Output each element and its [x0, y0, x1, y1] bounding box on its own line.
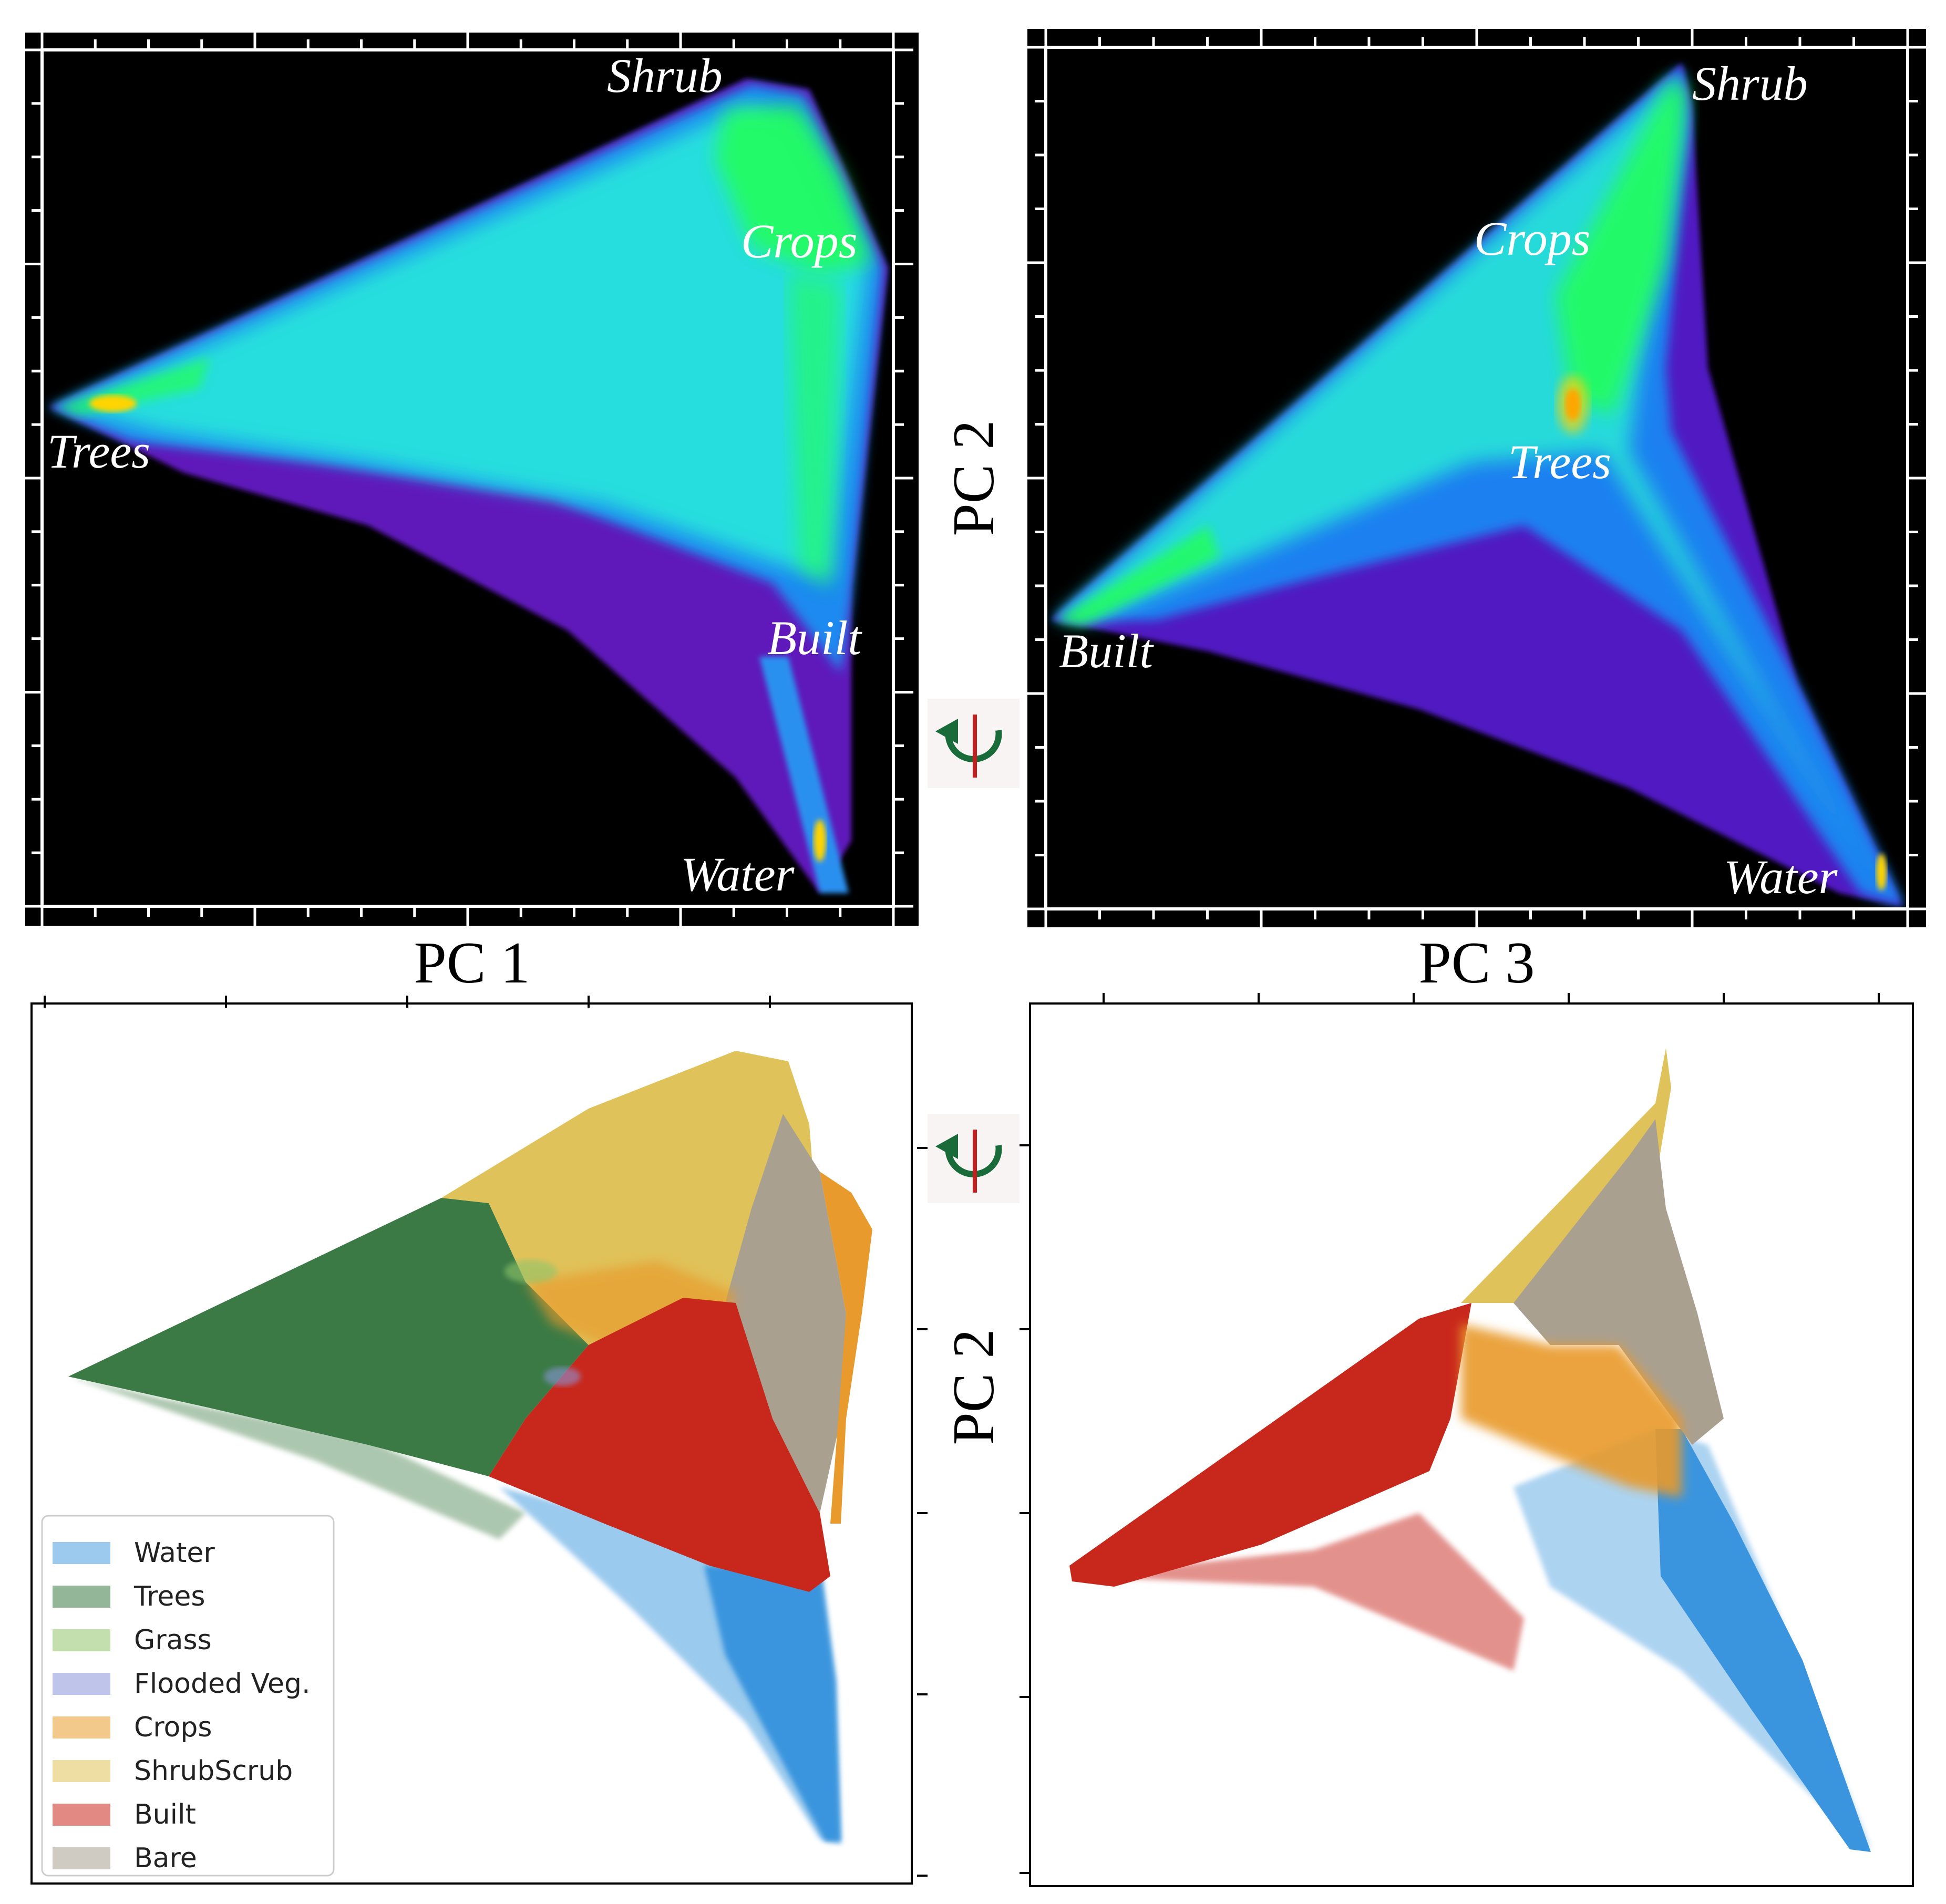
panel-a-density [47, 79, 888, 893]
panel-a-hotspot-trees [89, 395, 137, 412]
panel-c-trees [68, 1198, 589, 1476]
panel-c: Water Trees Grass Flooded Veg. Crops ShrubScr… [30, 995, 914, 1885]
legend-label: Grass [134, 1624, 212, 1656]
panel-c-legend: Water Trees Grass Flooded Veg. Crops ShrubScr… [41, 1515, 335, 1877]
panel-a-green-shrub [715, 105, 872, 273]
panel-c-crops-edge [820, 1172, 872, 1524]
panel-b-label-crops: Crops [1474, 212, 1591, 265]
panel-a-ticks [22, 30, 913, 926]
legend-label: Built [134, 1799, 196, 1830]
panel-d-axes [1029, 1002, 1914, 1887]
panel-a-label-built: Built [767, 611, 862, 665]
panel-d-ylabel: PC 2 [941, 1329, 1006, 1445]
legend-label: Bare [134, 1843, 197, 1874]
legend-swatch [53, 1629, 110, 1651]
panel-c-grass-patch [504, 1260, 557, 1283]
panel-c-top-ticks [44, 996, 771, 1008]
legend-swatch [53, 1542, 110, 1564]
panel-d-bare [1513, 1119, 1724, 1445]
panel-c-bare [725, 1114, 846, 1513]
legend-label: Trees [133, 1581, 205, 1612]
legend-swatch [53, 1804, 110, 1826]
panel-b-green-top [1556, 79, 1687, 415]
legend-label: Flooded Veg. [134, 1668, 311, 1700]
panel-a-label-crops: Crops [741, 214, 858, 268]
panel-a-label-trees: Trees [47, 425, 150, 478]
panel-c-water-dense [704, 1566, 841, 1841]
rotate-axis-icon-bottom [928, 1114, 1020, 1203]
panel-b-density [1051, 63, 1905, 906]
panel-a-label-shrub: Shrub [607, 49, 723, 102]
legend-swatch [53, 1716, 110, 1739]
legend-swatch [53, 1760, 110, 1782]
panel-b-green-built [1056, 525, 1219, 625]
panel-d-water [1655, 1429, 1871, 1852]
panel-d-left-ticks [917, 1144, 1030, 1877]
panel-b-label-shrub: Shrub [1692, 57, 1808, 110]
panel-d-built-spread [1077, 1513, 1524, 1671]
panel-a-cyan [68, 105, 867, 578]
panel-a-label-water: Water [681, 847, 795, 901]
legend-swatch [53, 1673, 110, 1695]
panel-b-hotspot-glow [1557, 376, 1589, 433]
legend-label: ShrubScrub [134, 1755, 293, 1787]
legend-label: Crops [134, 1712, 212, 1743]
panel-a-hotspot-water [814, 820, 826, 862]
rotate-axis-icon-top [928, 699, 1020, 788]
panel-a: Shrub Crops Trees Built Water PC 1 [22, 30, 919, 996]
legend-swatch [53, 1586, 110, 1608]
panel-b-blue [1051, 66, 1905, 906]
panel-a-water-arm [759, 657, 849, 893]
panel-b-xlabel: PC 3 [1419, 930, 1535, 996]
panel-a-green-arm [788, 273, 841, 588]
panel-c-axes [30, 1002, 913, 1885]
panel-d-top-ticks [1103, 993, 1880, 1003]
panel-b-hotspot-water [1876, 854, 1887, 891]
panel-c-trees-halo [68, 1377, 526, 1539]
panel-c-scatter [68, 1051, 872, 1844]
panel-b-label-water: Water [1724, 850, 1838, 904]
legend-label: Water [134, 1537, 215, 1569]
panel-b-label-built: Built [1059, 624, 1154, 678]
panel-d: PC 2 [917, 993, 1914, 1887]
rotate-icon-arrowhead [935, 1134, 958, 1159]
legend-frame [41, 1515, 335, 1877]
panel-b-ticks [1026, 27, 1928, 929]
panel-c-flooded-patch [544, 1367, 581, 1386]
panel-b-ylabel: PC 2 [941, 420, 1006, 536]
panel-a-xlabel: PC 1 [414, 930, 530, 996]
legend-swatch [53, 1847, 110, 1869]
panel-b-cyan [1056, 79, 1892, 904]
panel-d-scatter [1069, 1048, 1871, 1852]
panel-b-label-trees: Trees [1508, 435, 1611, 489]
panel-d-built [1069, 1303, 1471, 1587]
panel-b: Shrub Crops Trees Built Water PC 3 PC 2 [941, 27, 1928, 996]
panel-d-crops [1461, 1324, 1682, 1497]
rotate-icon-arrowhead [935, 719, 958, 744]
